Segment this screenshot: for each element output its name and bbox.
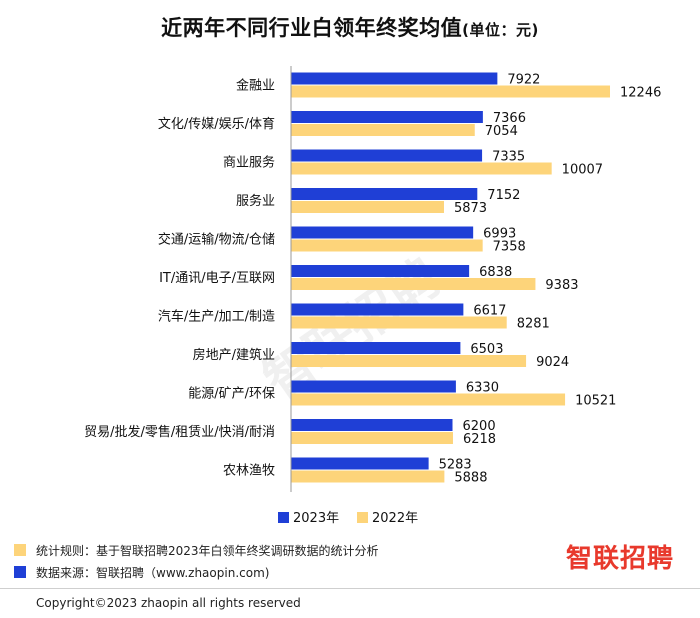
data-label: 6200 <box>463 419 496 434</box>
bar-2022 <box>291 85 610 98</box>
data-label: 5283 <box>439 458 472 473</box>
chart-title-unit: (单位：元) <box>462 21 539 39</box>
bar-2023 <box>291 342 461 354</box>
data-label: 9024 <box>536 355 569 370</box>
bar-2022 <box>291 124 475 136</box>
data-label: 9383 <box>545 278 578 293</box>
data-label: 8281 <box>517 317 550 332</box>
chart-title: 近两年不同行业白领年终奖均值(单位：元) <box>0 12 700 42</box>
footer-source-swatch <box>14 566 26 578</box>
brand-logo: 智联招聘 <box>566 544 675 574</box>
copyright-text: Copyright©2023 zhaopin all rights reserv… <box>36 596 301 610</box>
data-label: 7152 <box>487 188 520 203</box>
bar-2023 <box>291 380 456 393</box>
category-label: 能源/矿产/环保 <box>188 387 275 402</box>
category-label: 金融业 <box>236 78 275 94</box>
bar-2023 <box>291 303 464 316</box>
category-label: 交通/运输/物流/仓储 <box>158 232 275 248</box>
category-label: 农林渔牧 <box>223 464 275 479</box>
data-label: 6838 <box>479 265 512 280</box>
data-label: 10521 <box>575 394 616 409</box>
footer-rule: 统计规则：基于智联招聘2023年白领年终奖调研数据的统计分析 <box>14 540 379 560</box>
category-label: 贸易/批发/零售/租赁业/快消/耐消 <box>84 424 275 440</box>
bar-2023 <box>291 149 483 162</box>
legend-swatch-2022 <box>357 512 368 523</box>
footer-rule-swatch <box>14 544 26 556</box>
data-label: 6617 <box>473 304 506 319</box>
category-label: 汽车/生产/加工/制造 <box>158 309 275 325</box>
bar-2022 <box>291 316 507 329</box>
legend-label-2022: 2022年 <box>372 511 418 526</box>
bar-2023 <box>291 419 453 431</box>
bar-2022 <box>291 393 566 406</box>
bar-2023 <box>291 72 498 85</box>
footer-source: 数据来源：智联招聘（www.zhaopin.com) <box>14 562 269 582</box>
bar-2022 <box>291 239 483 252</box>
category-label: 房地产/建筑业 <box>193 347 275 363</box>
data-label: 5873 <box>454 201 487 216</box>
legend-label-2023: 2023年 <box>293 511 339 526</box>
data-label: 7054 <box>485 124 518 139</box>
data-label: 10007 <box>562 163 603 178</box>
bar-2022 <box>291 201 444 213</box>
bar-2022 <box>291 355 527 367</box>
data-label: 5888 <box>454 471 487 486</box>
legend-swatch-2023 <box>278 512 289 523</box>
bar-2022 <box>291 162 552 175</box>
category-label: 服务业 <box>236 193 275 209</box>
data-label: 6993 <box>483 227 516 242</box>
bar-2022 <box>291 470 445 483</box>
bar-2023 <box>291 188 478 200</box>
data-label: 6503 <box>470 342 503 357</box>
bar-2023 <box>291 226 474 239</box>
data-label: 7922 <box>507 73 540 88</box>
bar-2022 <box>291 432 453 444</box>
bar-2023 <box>291 111 483 123</box>
footer-rule-text: 统计规则：基于智联招聘2023年白领年终奖调研数据的统计分析 <box>36 543 379 558</box>
category-label: IT/通讯/电子/互联网 <box>159 271 275 286</box>
footer-divider <box>0 588 700 589</box>
chart-title-text: 近两年不同行业白领年终奖均值 <box>161 16 463 40</box>
bar-2023 <box>291 265 470 277</box>
data-label: 6218 <box>463 432 496 447</box>
footer-source-text: 数据来源：智联招聘（www.zhaopin.com) <box>36 565 270 580</box>
data-label: 6330 <box>466 381 499 396</box>
data-label: 12246 <box>620 86 661 101</box>
category-label: 文化/传媒/娱乐/体育 <box>158 116 275 132</box>
category-label: 商业服务 <box>223 155 275 171</box>
legend: 2023年 2022年 <box>278 511 418 526</box>
bar-2023 <box>291 457 429 470</box>
data-label: 7366 <box>493 111 526 126</box>
data-label: 7358 <box>493 240 526 255</box>
bar-2022 <box>291 278 536 290</box>
data-label: 7335 <box>492 150 525 165</box>
